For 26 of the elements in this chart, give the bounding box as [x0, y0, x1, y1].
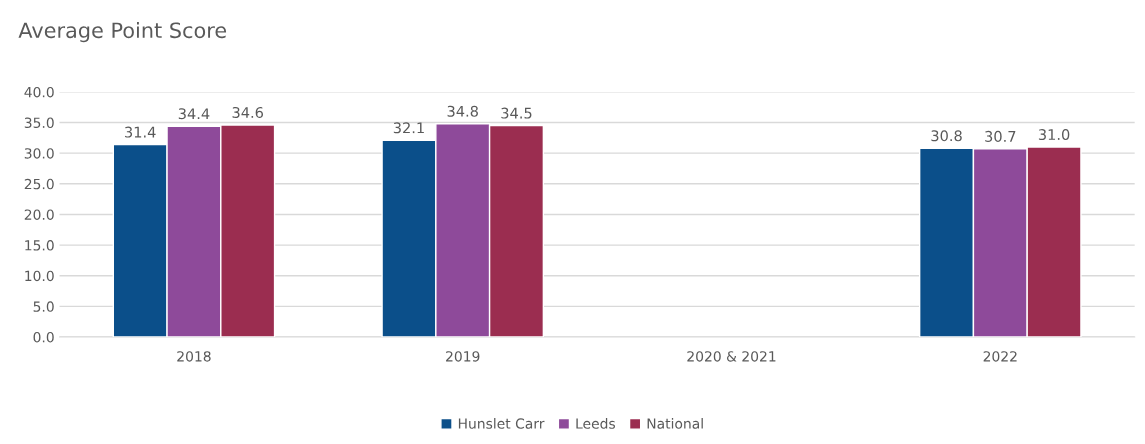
- data-label: 31.0: [1038, 129, 1070, 141]
- chart-title: Average Point Score: [18, 22, 227, 43]
- y-tick-label: 35.0: [24, 117, 54, 129]
- y-tick-label: 15.0: [25, 240, 54, 251]
- data-label: 34.5: [501, 107, 532, 119]
- legend-label: Hunslet Carr: [458, 418, 545, 429]
- data-label: 34.8: [447, 105, 478, 117]
- y-tick-label: 0.0: [33, 331, 54, 343]
- data-label: 34.4: [178, 108, 210, 120]
- y-tick-label: 25.0: [24, 178, 54, 190]
- x-tick-label: 2019: [446, 351, 480, 362]
- data-label: 30.8: [931, 130, 962, 142]
- data-label: 34.6: [232, 106, 264, 118]
- data-label: 31.4: [125, 126, 156, 138]
- x-tick-label: 2018: [177, 351, 211, 362]
- data-label: 32.1: [393, 122, 424, 134]
- y-tick-label: 40.0: [24, 86, 54, 98]
- y-tick-label: 30.0: [24, 148, 54, 159]
- y-tick-label: 20.0: [24, 209, 54, 220]
- data-label: 30.7: [985, 130, 1016, 142]
- legend-label: Leeds: [576, 418, 615, 429]
- y-tick-label: 10.0: [25, 270, 54, 282]
- x-tick-label: 2020 & 2021: [687, 351, 776, 362]
- legend-label: National: [647, 418, 703, 429]
- y-tick-label: 5.0: [33, 301, 54, 312]
- x-tick-label: 2022: [983, 351, 1017, 362]
